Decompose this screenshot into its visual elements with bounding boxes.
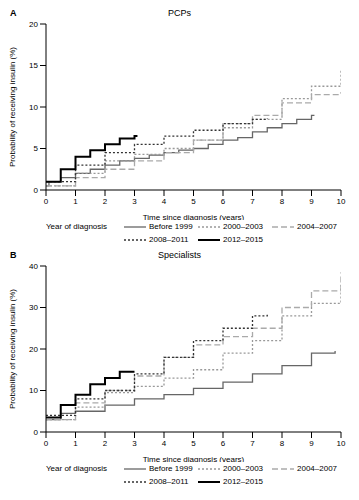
html-text:2004–2007: 2004–2007 (297, 464, 337, 473)
svg-text:1: 1 (73, 439, 78, 448)
svg-text:7: 7 (250, 197, 255, 206)
svg-text:9: 9 (309, 197, 314, 206)
html-text:2000–2003: 2000–2003 (223, 222, 263, 231)
svg-text:Probability of receiving insul: Probability of receiving insulin (%) (8, 47, 17, 167)
svg-text:4: 4 (162, 197, 167, 206)
html-text:Year of diagnosis: Year of diagnosis (46, 464, 108, 473)
svg-text:5: 5 (34, 144, 39, 153)
html-text:2008–2011: 2008–2011 (149, 235, 189, 244)
html-text:Year of diagnosis: Year of diagnosis (46, 222, 108, 231)
svg-text:6: 6 (221, 439, 226, 448)
svg-text:3: 3 (132, 439, 137, 448)
svg-text:6: 6 (221, 197, 226, 206)
svg-text:2: 2 (103, 439, 108, 448)
svg-text:15: 15 (29, 61, 38, 70)
html-text:2000–2003: 2000–2003 (223, 464, 263, 473)
svg-text:9: 9 (309, 439, 314, 448)
html-text:Before 1999: Before 1999 (149, 222, 193, 231)
svg-text:0: 0 (34, 428, 39, 437)
svg-text:0: 0 (44, 439, 49, 448)
svg-text:1: 1 (73, 197, 78, 206)
html-text:2008–2011: 2008–2011 (149, 477, 189, 486)
svg-text:30: 30 (29, 303, 38, 312)
html-text:2012–2015: 2012–2015 (223, 235, 263, 244)
html-text:PCPs: PCPs (168, 8, 191, 18)
svg-text:8: 8 (280, 197, 285, 206)
html-text:2012–2015: 2012–2015 (223, 477, 263, 486)
html-text:2004–2007: 2004–2007 (297, 222, 337, 231)
svg-text:10: 10 (29, 103, 38, 112)
html-text:A: A (10, 8, 17, 18)
svg-text:4: 4 (162, 439, 167, 448)
svg-text:5: 5 (191, 197, 196, 206)
svg-text:40: 40 (29, 262, 38, 271)
svg-text:10: 10 (337, 197, 346, 206)
svg-text:10: 10 (337, 439, 346, 448)
svg-text:20: 20 (29, 345, 38, 354)
svg-text:Probability of receiving insul: Probability of receiving insulin (%) (8, 289, 17, 409)
svg-text:0: 0 (44, 197, 49, 206)
svg-text:8: 8 (280, 439, 285, 448)
svg-text:5: 5 (191, 439, 196, 448)
svg-text:3: 3 (132, 197, 137, 206)
html-text:B: B (10, 250, 17, 260)
html-text:Specialists: Specialists (158, 250, 201, 260)
svg-text:20: 20 (29, 20, 38, 29)
svg-text:Time since diagnosis (years): Time since diagnosis (years) (143, 213, 245, 220)
svg-text:0: 0 (34, 186, 39, 195)
svg-text:Time since diagnosis (years): Time since diagnosis (years) (143, 455, 245, 462)
svg-text:10: 10 (29, 386, 38, 395)
html-text:Before 1999: Before 1999 (149, 464, 193, 473)
svg-text:7: 7 (250, 439, 255, 448)
svg-text:2: 2 (103, 197, 108, 206)
